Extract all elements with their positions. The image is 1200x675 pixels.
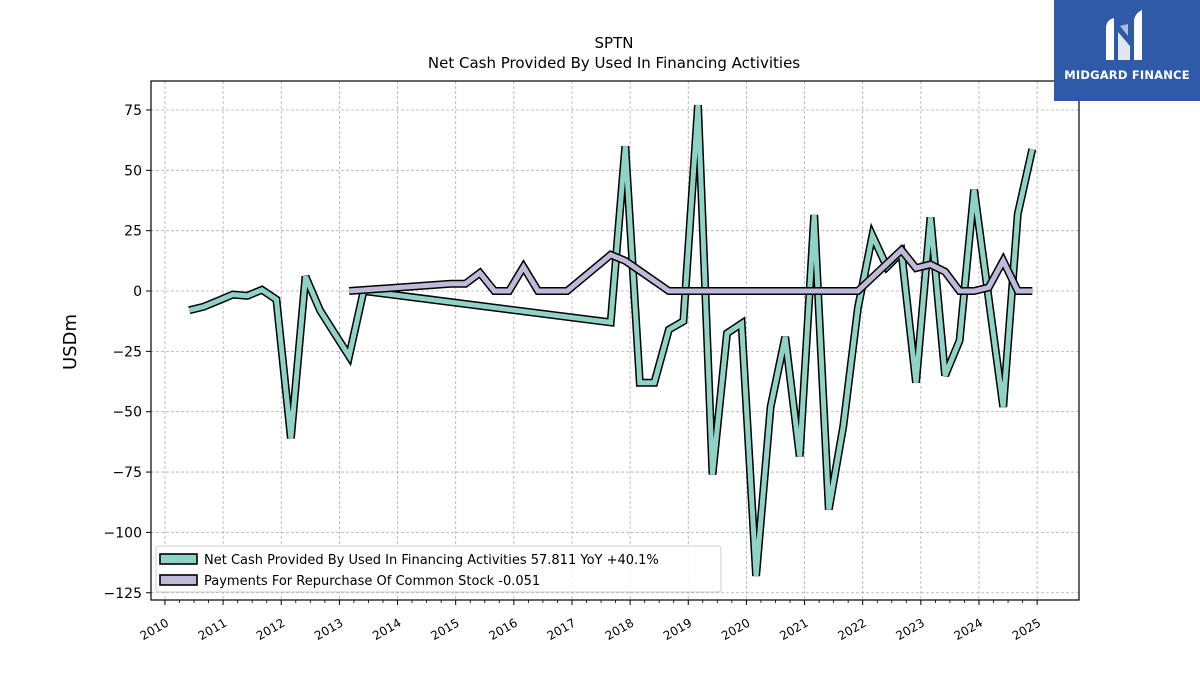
y-tick-label: 50 (124, 163, 142, 179)
y-tick-label: −125 (104, 586, 142, 602)
legend-box (155, 545, 722, 593)
x-tick-label: 2017 (545, 616, 578, 643)
x-tick-label: 2015 (428, 616, 461, 643)
y-tick-label: 0 (133, 284, 142, 300)
chart-subtitle: Net Cash Provided By Used In Financing A… (428, 54, 800, 72)
x-tick-label: 2010 (138, 616, 171, 643)
series-line-1 (348, 246, 1033, 294)
chart-title: SPTN (595, 34, 634, 52)
y-tick-label: −75 (112, 465, 142, 481)
y-tick-label: 25 (124, 224, 142, 240)
legend-label-1: Payments For Repurchase Of Common Stock … (204, 574, 540, 589)
x-tick-label: 2012 (254, 616, 287, 643)
y-axis-label: USDm (60, 314, 81, 370)
legend-swatch-0 (159, 553, 198, 565)
x-tick-label: 2020 (719, 616, 752, 643)
y-tick-label: −25 (112, 344, 142, 360)
x-tick-label: 2025 (1010, 616, 1043, 643)
y-tick-label: −100 (104, 525, 142, 541)
series-line-0 (188, 104, 1035, 577)
x-tick-label: 2021 (777, 616, 810, 643)
plot-lines (188, 104, 1037, 577)
legend-swatch-1 (159, 574, 198, 586)
x-tick-label: 2018 (603, 616, 636, 643)
y-tick-label: −50 (112, 405, 142, 421)
x-tick-label: 2014 (370, 616, 403, 643)
x-tick-label: 2023 (893, 616, 926, 643)
x-tick-label: 2011 (196, 616, 229, 643)
y-tick-label: 75 (124, 103, 142, 119)
legend-label-0: Net Cash Provided By Used In Financing A… (204, 553, 659, 568)
brand-logo: MIDGARD FINANCE (1054, 0, 1200, 101)
brand-name: MIDGARD FINANCE (1064, 68, 1190, 82)
series-outline-0 (188, 104, 1037, 577)
midgard-m-icon (1106, 10, 1142, 60)
x-tick-label: 2019 (661, 616, 694, 643)
plot-frame (150, 80, 1080, 601)
x-tick-label: 2016 (486, 616, 519, 643)
x-tick-label: 2013 (312, 616, 345, 643)
legend: Net Cash Provided By Used In Financing A… (155, 545, 722, 593)
x-tick-label: 2022 (835, 616, 868, 643)
x-tick-label: 2024 (952, 616, 985, 643)
